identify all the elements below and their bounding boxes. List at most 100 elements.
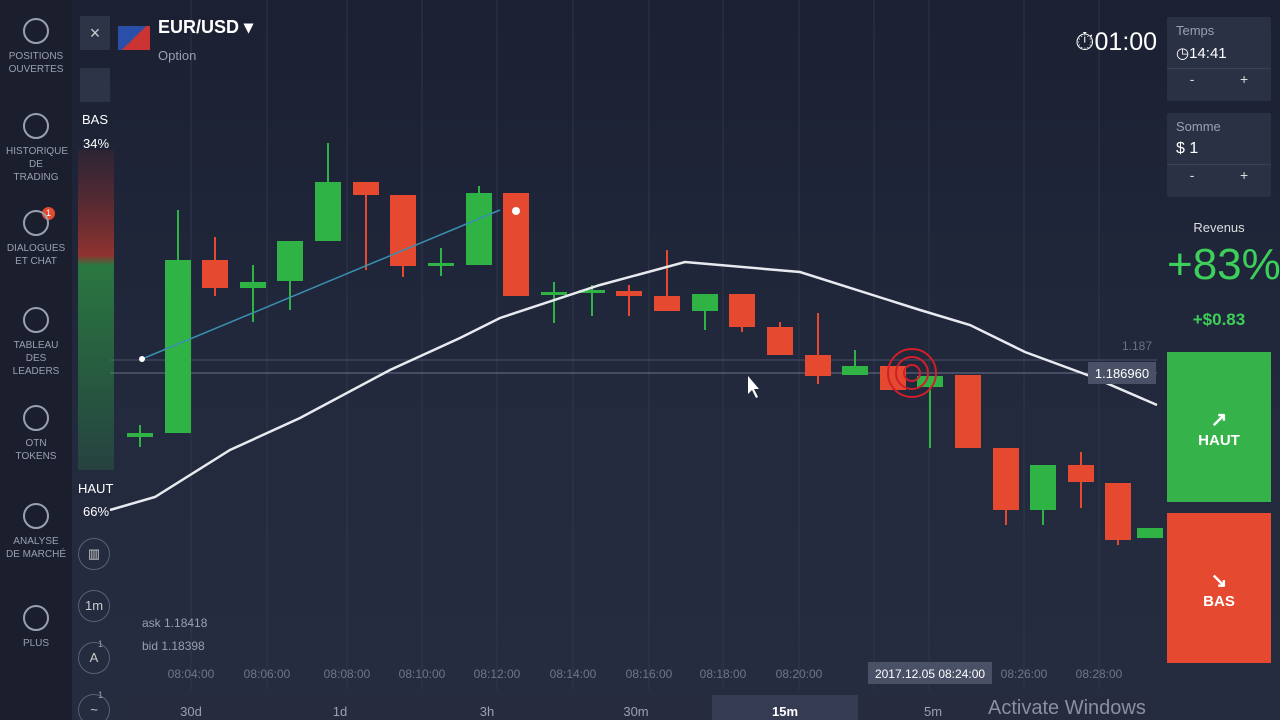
timeframe-button[interactable]: 1m <box>78 590 110 622</box>
candle-body <box>277 241 303 281</box>
time-label: Temps <box>1176 23 1215 38</box>
sidebar-label: PLUS <box>22 638 50 649</box>
sidebar-item[interactable]: HISTORIQUE DE TRADING <box>0 113 72 184</box>
candle-body <box>353 182 379 195</box>
time-label: 08:18:00 <box>700 667 747 681</box>
time-label: 08:12:00 <box>474 667 521 681</box>
sidebar-label: TABLEAU DES LEADERS <box>12 340 60 377</box>
candle-body <box>390 195 416 266</box>
watermark: Activate Windows <box>988 697 1146 719</box>
sidebar-item[interactable]: TABLEAU DES LEADERS <box>0 307 72 378</box>
time-label: 08:06:00 <box>244 667 291 681</box>
sidebar-icon <box>23 503 49 529</box>
target-ring <box>895 356 929 390</box>
candle-body <box>127 433 153 437</box>
minus-button[interactable]: - <box>1189 71 1195 87</box>
amount-box: Somme $ 1 - + <box>1167 113 1271 197</box>
price-level: 1.187 <box>1122 339 1152 353</box>
sidebar-item[interactable]: POSITIONS OUVERTES <box>0 18 72 76</box>
candle-body <box>955 375 981 448</box>
period-button[interactable]: 1d <box>332 704 348 719</box>
down-button[interactable]: ↘ BAS <box>1167 513 1271 663</box>
candle-body <box>541 292 567 295</box>
ask-quote: ask 1.18418 <box>142 616 208 630</box>
plus-button[interactable]: + <box>1240 71 1249 87</box>
candle-body <box>315 182 341 241</box>
candle-body <box>616 291 642 296</box>
minus-button[interactable]: - <box>1189 167 1195 183</box>
sidebar-item[interactable]: ANALYSE DE MARCHÉ <box>0 503 72 561</box>
candle-body <box>428 263 454 266</box>
up-text: HAUT <box>1198 432 1240 449</box>
time-label: 08:04:00 <box>168 667 215 681</box>
sidebar-item[interactable]: PLUS <box>0 605 72 650</box>
expand-button[interactable] <box>80 68 110 102</box>
sidebar-item[interactable]: DIALOGUES ET CHAT <box>0 210 72 268</box>
candle-body <box>917 376 943 387</box>
flag-icon <box>118 26 150 50</box>
bid-quote: bid 1.18398 <box>142 639 205 653</box>
sidebar-label: DIALOGUES ET CHAT <box>6 243 66 267</box>
indicator-button[interactable]: ▥ <box>78 538 110 570</box>
tool-badge: 1 <box>98 690 104 700</box>
revenue-amount: +$0.83 <box>1192 310 1246 329</box>
candle-body <box>692 294 718 311</box>
candle-body <box>165 260 191 433</box>
time-label: 08:14:00 <box>550 667 597 681</box>
close-button[interactable]: × <box>80 16 110 50</box>
sidebar-icon <box>23 307 49 333</box>
period-button[interactable]: 30d <box>180 704 202 719</box>
haut-label: HAUT <box>78 481 114 496</box>
trend-point <box>139 356 145 362</box>
trend-point <box>512 207 520 215</box>
bas-label: BAS <box>82 112 109 127</box>
candle-body <box>202 260 228 288</box>
candle-body <box>466 193 492 265</box>
timer-text: 01:00 <box>1094 28 1158 56</box>
bas-pct: 34% <box>83 136 110 151</box>
sidebar-icon <box>23 113 49 139</box>
period-button[interactable]: 15m <box>771 704 799 719</box>
candle-body <box>805 355 831 376</box>
candle-body <box>654 296 680 311</box>
amount-value[interactable]: $ 1 <box>1176 140 1199 157</box>
period-button[interactable]: 5m <box>923 704 943 719</box>
mouse-cursor <box>748 376 759 398</box>
draw-button[interactable]: A <box>78 642 110 674</box>
time-label: 08:28:00 <box>1076 667 1123 681</box>
candle-body <box>240 282 266 288</box>
candle-body <box>1105 483 1131 540</box>
candle-body <box>993 448 1019 510</box>
time-label: 08:20:00 <box>776 667 823 681</box>
sidebar-icon <box>23 210 49 236</box>
period-button[interactable]: 30m <box>623 704 649 719</box>
period-active <box>712 695 858 720</box>
candle-body <box>579 290 605 293</box>
asset-type: Option <box>158 48 197 63</box>
candle-body <box>1068 465 1094 482</box>
current-price-bg <box>1088 362 1156 384</box>
candle-body <box>729 294 755 327</box>
sidebar-icon <box>23 405 49 431</box>
sidebar-item[interactable]: OTN TOKENS <box>0 405 72 463</box>
target-ring <box>903 364 921 382</box>
target-ring <box>887 348 937 398</box>
time-label: 08:26:00 <box>1001 667 1048 681</box>
sidebar-label: OTN TOKENS <box>15 438 57 462</box>
sidebar-label: ANALYSE DE MARCHÉ <box>6 536 67 560</box>
tool-badge: 1 <box>98 639 104 649</box>
up-button[interactable]: ↗ HAUT <box>1167 352 1271 502</box>
moving-average <box>109 260 1158 512</box>
period-button[interactable]: 3h <box>479 704 495 719</box>
sidebar-icon <box>23 605 49 631</box>
down-text: BAS <box>1203 593 1235 610</box>
sidebar-label: HISTORIQUE DE TRADING <box>6 146 69 183</box>
asset-name[interactable]: EUR/USD ▾ <box>158 17 254 37</box>
sidebar-label: POSITIONS OUVERTES <box>8 51 64 75</box>
plus-button[interactable]: + <box>1240 167 1249 183</box>
chart-type-button[interactable]: ~ <box>78 694 110 720</box>
revenue-label: Revenus <box>1193 220 1245 235</box>
time-value[interactable]: ◷14:41 <box>1176 45 1227 62</box>
